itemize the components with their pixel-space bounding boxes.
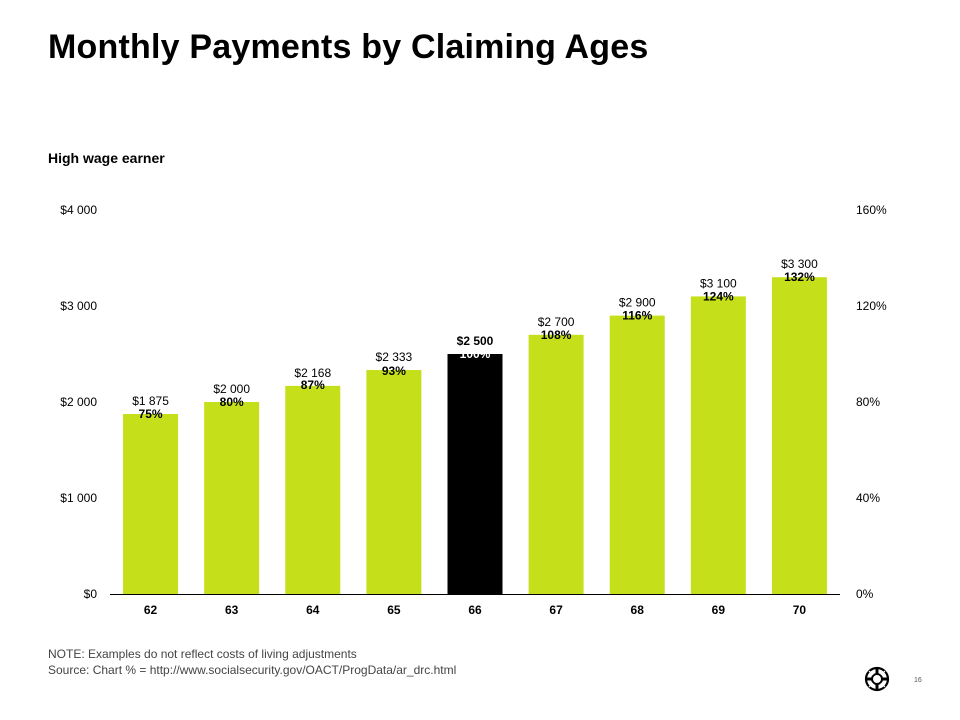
bar bbox=[285, 385, 341, 594]
y2-tick-label: 40% bbox=[856, 491, 880, 505]
bar-percent-label: 75% bbox=[139, 407, 163, 421]
footnote: NOTE: Examples do not reflect costs of l… bbox=[48, 646, 456, 678]
bar-percent-label: 124% bbox=[703, 289, 734, 303]
y2-tick-label: 120% bbox=[856, 299, 887, 313]
lifebuoy-logo-icon bbox=[864, 666, 890, 692]
bar bbox=[447, 354, 503, 594]
bar bbox=[690, 296, 746, 594]
bar-percent-label: 116% bbox=[622, 309, 652, 323]
y-tick-label: $3 000 bbox=[60, 299, 97, 313]
bar-percent-label: 132% bbox=[784, 270, 815, 284]
bar-percent-label: 87% bbox=[301, 378, 325, 392]
bar bbox=[366, 370, 422, 594]
x-tick-label: 63 bbox=[225, 603, 239, 617]
chart-subtitle: High wage earner bbox=[48, 150, 165, 166]
bar-value-label: $2 500 bbox=[457, 334, 494, 348]
note-line: NOTE: Examples do not reflect costs of l… bbox=[48, 647, 357, 661]
bar-value-label: $3 100 bbox=[700, 276, 737, 290]
bar-percent-label: 80% bbox=[220, 395, 244, 409]
y-tick-label: $0 bbox=[84, 587, 98, 601]
y2-tick-label: 0% bbox=[856, 587, 874, 601]
bar-value-label: $3 300 bbox=[781, 257, 818, 271]
x-tick-label: 64 bbox=[306, 603, 320, 617]
bar-percent-label: 108% bbox=[541, 328, 572, 342]
bar-value-label: $2 000 bbox=[213, 382, 250, 396]
x-tick-label: 66 bbox=[468, 603, 482, 617]
page-title: Monthly Payments by Claiming Ages bbox=[48, 28, 649, 66]
bar-value-label: $2 333 bbox=[376, 350, 413, 364]
x-tick-label: 68 bbox=[631, 603, 645, 617]
y2-tick-label: 80% bbox=[856, 395, 880, 409]
x-tick-label: 69 bbox=[712, 603, 726, 617]
bar bbox=[123, 414, 179, 594]
bar-value-label: $1 875 bbox=[132, 394, 169, 408]
bar-value-label: $2 700 bbox=[538, 315, 575, 329]
bar-value-label: $2 900 bbox=[619, 296, 656, 310]
x-tick-label: 70 bbox=[793, 603, 807, 617]
y-tick-label: $2 000 bbox=[60, 395, 97, 409]
bar bbox=[204, 402, 260, 594]
y-tick-label: $1 000 bbox=[60, 491, 97, 505]
source-line: Source: Chart % = http://www.socialsecur… bbox=[48, 663, 457, 677]
bar bbox=[528, 334, 584, 594]
bar-percent-label: 93% bbox=[382, 364, 406, 378]
y-tick-label: $4 000 bbox=[60, 203, 97, 217]
x-tick-label: 65 bbox=[387, 603, 401, 617]
y2-tick-label: 160% bbox=[856, 203, 887, 217]
bar-percent-label: 100% bbox=[460, 347, 491, 361]
page-number: 16 bbox=[914, 677, 922, 684]
x-tick-label: 62 bbox=[144, 603, 158, 617]
bar bbox=[609, 315, 665, 594]
bar-value-label: $2 168 bbox=[294, 366, 331, 380]
x-tick-label: 67 bbox=[549, 603, 563, 617]
bar bbox=[771, 277, 827, 594]
